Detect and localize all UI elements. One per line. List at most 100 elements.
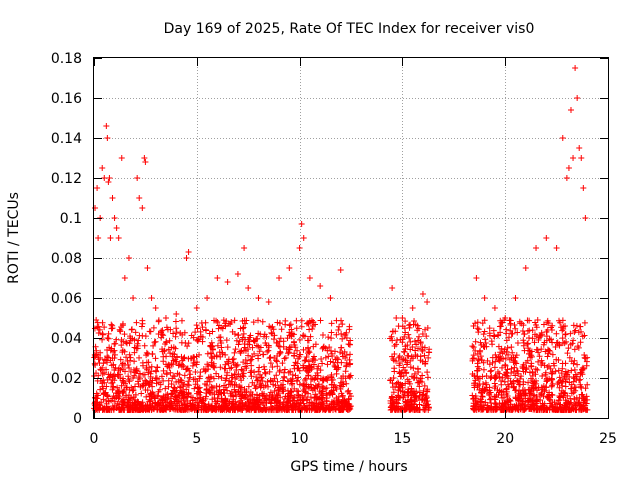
- data-point-bg: [501, 346, 508, 353]
- data-point-bg: [395, 400, 402, 407]
- data-point: [582, 215, 589, 221]
- data-point-bg: [273, 358, 280, 365]
- data-point-bg: [172, 345, 179, 352]
- data-point-bg: [584, 396, 591, 403]
- data-point-bg: [388, 395, 395, 402]
- data-point-bg: [241, 317, 248, 324]
- data-point-bg: [328, 387, 335, 394]
- data-point-bg: [507, 327, 514, 334]
- data-point-bg: [105, 397, 112, 404]
- data-point-bg: [308, 363, 315, 370]
- data-point: [399, 315, 406, 321]
- data-point-bg: [315, 363, 322, 370]
- y-tick-label: 0.1: [60, 211, 82, 227]
- data-point-bg: [323, 405, 330, 412]
- data-point-bg: [525, 397, 532, 404]
- data-point-bg: [164, 391, 171, 398]
- data-point-bg: [341, 398, 348, 405]
- data-point-bg: [254, 335, 261, 342]
- data-point: [245, 285, 252, 291]
- data-point-bg: [502, 362, 509, 369]
- data-point-bg: [416, 401, 423, 408]
- data-point-bg: [139, 320, 146, 327]
- data-point-bg: [532, 384, 539, 391]
- data-point: [576, 145, 583, 151]
- data-point-bg: [236, 391, 243, 398]
- data-point-bg: [339, 353, 346, 360]
- data-point-bg: [338, 375, 345, 382]
- data-point-bg: [220, 317, 227, 324]
- data-point-bg: [208, 343, 215, 350]
- data-point-bg: [559, 317, 566, 324]
- data-point-bg: [104, 334, 111, 341]
- data-point-bg: [397, 405, 404, 412]
- data-point-bg: [562, 383, 569, 390]
- data-point-bg: [170, 330, 177, 337]
- data-point-bg: [402, 380, 409, 387]
- data-point-bg: [262, 369, 269, 376]
- data-point-bg: [335, 356, 342, 363]
- data-point-bg: [339, 378, 346, 385]
- data-point-bg: [190, 334, 197, 341]
- y-tick-label: 0.18: [51, 51, 82, 67]
- data-point-bg: [126, 351, 133, 358]
- data-point-bg: [109, 373, 116, 380]
- data-point-bg: [213, 370, 220, 377]
- data-point-bg: [328, 335, 335, 342]
- data-point-bg: [524, 317, 531, 324]
- data-point-bg: [172, 405, 179, 412]
- data-point-bg: [320, 343, 327, 350]
- data-point: [572, 65, 579, 71]
- data-point-bg: [309, 326, 316, 333]
- data-point-bg: [126, 378, 133, 385]
- data-point-bg: [575, 344, 582, 351]
- data-point-bg: [577, 381, 584, 388]
- data-point-bg: [135, 378, 142, 385]
- data-point-bg: [257, 399, 264, 406]
- data-point-bg: [411, 406, 418, 413]
- data-point-bg: [328, 320, 335, 327]
- data-point-bg: [91, 354, 98, 361]
- data-point-bg: [330, 359, 337, 366]
- data-point-bg: [214, 342, 221, 349]
- data-point-bg: [576, 399, 583, 406]
- data-point-bg: [516, 318, 523, 325]
- data-point-bg: [310, 353, 317, 360]
- data-point-bg: [510, 354, 517, 361]
- data-point: [337, 267, 344, 273]
- data-point-bg: [251, 400, 258, 407]
- data-point-bg: [472, 338, 479, 345]
- data-point-bg: [111, 402, 118, 409]
- data-point-bg: [210, 384, 217, 391]
- data-point-bg: [277, 394, 284, 401]
- data-point: [563, 175, 570, 181]
- data-point-bg: [306, 349, 313, 356]
- data-point-bg: [505, 398, 512, 405]
- data-point-bg: [125, 406, 132, 413]
- chart-title: Day 169 of 2025, Rate Of TEC Index for r…: [164, 21, 535, 37]
- data-point-bg: [552, 344, 559, 351]
- data-point-bg: [185, 378, 192, 385]
- data-point-bg: [319, 332, 326, 339]
- data-point-bg: [131, 358, 138, 365]
- data-point-bg: [145, 381, 152, 388]
- data-point-bg: [410, 365, 417, 372]
- data-point-bg: [119, 360, 126, 367]
- data-point-bg: [323, 390, 330, 397]
- data-point-bg: [152, 375, 159, 382]
- data-point-bg: [505, 351, 512, 358]
- data-point-bg: [534, 398, 541, 405]
- data-point-bg: [529, 372, 536, 379]
- data-point-bg: [277, 335, 284, 342]
- data-point: [144, 265, 151, 271]
- data-point-bg: [273, 372, 280, 379]
- data-point: [389, 285, 396, 291]
- data-point-bg: [184, 403, 191, 410]
- data-point-bg: [412, 347, 419, 354]
- data-point-bg: [136, 354, 143, 361]
- data-point: [139, 205, 146, 211]
- data-point-bg: [285, 406, 292, 413]
- data-point-bg: [513, 402, 520, 409]
- data-point: [130, 295, 137, 301]
- data-point-bg: [521, 331, 528, 338]
